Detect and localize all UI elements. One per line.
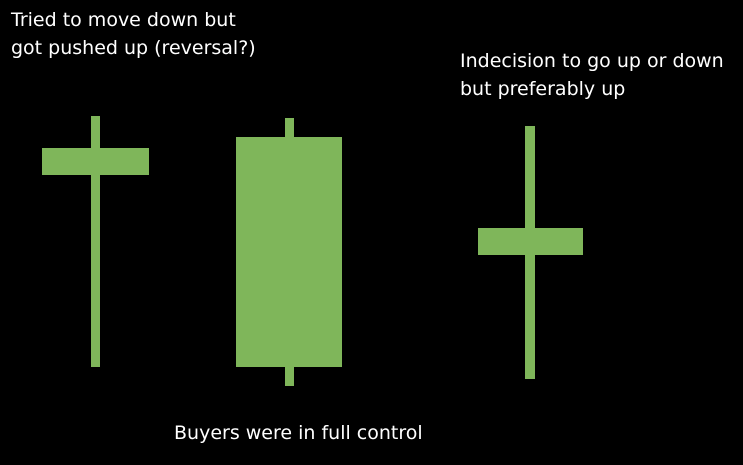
caption-buyers-text: Buyers were in full control	[174, 422, 423, 444]
caption-indecision: Indecision to go up or down but preferab…	[460, 47, 724, 103]
caption-indecision-line-1: Indecision to go up or down	[460, 50, 724, 72]
candle-reversal-wick	[91, 116, 100, 367]
caption-buyers: Buyers were in full control	[174, 419, 423, 447]
candle-indecision	[478, 126, 583, 379]
caption-indecision-line-2: but preferably up	[460, 78, 626, 100]
candle-buyers	[236, 118, 342, 386]
candle-buyers-body	[236, 137, 342, 367]
caption-reversal: Tried to move down but got pushed up (re…	[11, 6, 256, 62]
caption-reversal-line-2: got pushed up (reversal?)	[11, 37, 256, 59]
candle-reversal-body	[42, 148, 149, 175]
caption-reversal-line-1: Tried to move down but	[11, 9, 236, 31]
candle-reversal	[42, 116, 149, 367]
candle-indecision-body	[478, 228, 583, 255]
